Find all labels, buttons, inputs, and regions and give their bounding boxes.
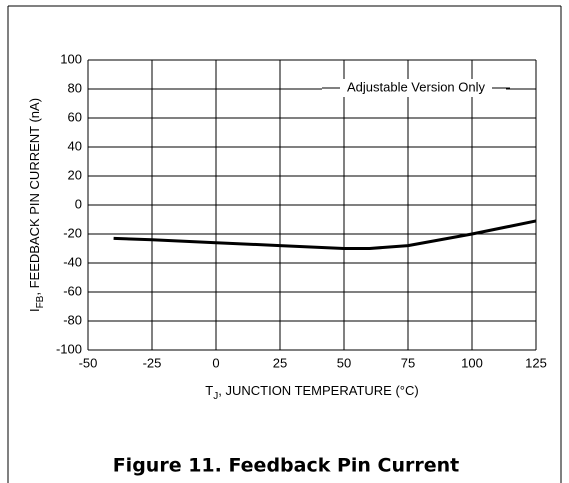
y-tick-label: 0 — [75, 196, 82, 211]
x-tick-label: 75 — [401, 355, 415, 370]
y-tick-label: 40 — [68, 138, 82, 153]
y-axis-label-part: I — [27, 308, 42, 312]
x-tick-label: 0 — [212, 355, 219, 370]
x-tick-label: 50 — [337, 355, 351, 370]
x-tick-label: 100 — [461, 355, 483, 370]
y-tick-label: -80 — [63, 312, 82, 327]
x-tick-label: -50 — [79, 355, 98, 370]
y-axis-label-part: , FEEDBACK PIN CURRENT (nA) — [27, 98, 42, 296]
y-tick-label: 20 — [68, 167, 82, 182]
y-axis-label: IFB, FEEDBACK PIN CURRENT (nA) — [27, 98, 45, 312]
x-axis-label-sub: J — [213, 391, 218, 402]
x-tick-label: 25 — [273, 355, 287, 370]
data-line — [113, 219, 537, 250]
x-tick-label: -25 — [143, 355, 162, 370]
y-tick-label: -60 — [63, 283, 82, 298]
y-tick-label: 100 — [60, 51, 82, 66]
y-axis-label-sub: FB — [35, 295, 46, 308]
y-tick-label: -40 — [63, 254, 82, 269]
y-tick-label: 60 — [68, 109, 82, 124]
x-tick-label: 125 — [525, 355, 547, 370]
y-tick-label: 80 — [68, 80, 82, 95]
x-axis-label: TJ, JUNCTION TEMPERATURE (°C) — [205, 383, 418, 401]
caption: Figure 11. Feedback Pin Current — [113, 455, 460, 477]
x-axis-label-part: , JUNCTION TEMPERATURE (°C) — [218, 383, 418, 398]
y-tick-label: -20 — [63, 225, 82, 240]
y-tick-label: -100 — [56, 341, 82, 356]
x-axis-label-part: T — [205, 383, 213, 398]
annotation-bg — [322, 79, 506, 97]
annotation: Adjustable Version Only — [347, 79, 486, 94]
